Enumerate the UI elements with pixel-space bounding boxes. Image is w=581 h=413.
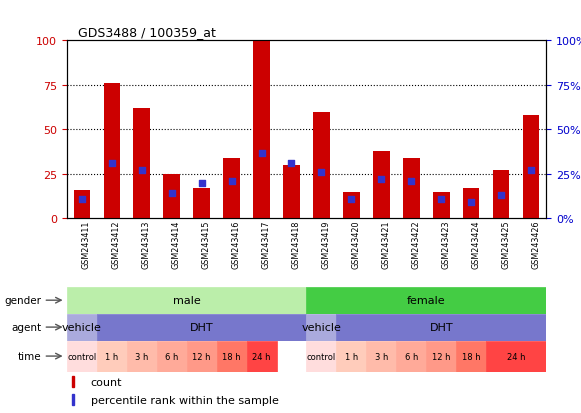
- Bar: [74, 190, 90, 219]
- Text: time: time: [18, 351, 41, 361]
- Text: GSM243421: GSM243421: [381, 220, 390, 268]
- Bar: [253, 41, 270, 219]
- Bar: [67, 314, 97, 341]
- Bar: [284, 166, 300, 219]
- Text: GSM243419: GSM243419: [321, 220, 331, 268]
- Bar: [134, 109, 150, 219]
- Point: [347, 196, 356, 203]
- Text: 24 h: 24 h: [252, 352, 271, 361]
- Bar: [336, 314, 546, 341]
- Bar: [523, 116, 539, 219]
- Text: 6 h: 6 h: [165, 352, 178, 361]
- Bar: [433, 192, 450, 219]
- Point: [107, 161, 116, 167]
- Text: GDS3488 / 100359_at: GDS3488 / 100359_at: [78, 26, 216, 39]
- Text: male: male: [173, 295, 200, 306]
- Text: 6 h: 6 h: [404, 352, 418, 361]
- Text: GSM243412: GSM243412: [112, 220, 121, 268]
- Text: gender: gender: [5, 295, 41, 306]
- Text: 24 h: 24 h: [507, 352, 525, 361]
- Bar: [313, 112, 329, 219]
- Text: GSM243425: GSM243425: [501, 220, 510, 269]
- Bar: [367, 341, 396, 372]
- Bar: [343, 192, 360, 219]
- Bar: [373, 152, 390, 219]
- Text: 18 h: 18 h: [223, 352, 241, 361]
- Bar: [163, 174, 180, 219]
- Text: count: count: [91, 377, 122, 387]
- Text: GSM243411: GSM243411: [82, 220, 91, 268]
- Text: GSM243424: GSM243424: [471, 220, 480, 268]
- Text: GSM243422: GSM243422: [411, 220, 420, 269]
- Bar: [456, 341, 486, 372]
- Text: female: female: [407, 295, 446, 306]
- Bar: [217, 341, 246, 372]
- Text: GSM243417: GSM243417: [261, 220, 271, 268]
- Bar: [426, 341, 456, 372]
- Point: [137, 168, 146, 174]
- Bar: [97, 314, 307, 341]
- Bar: [307, 341, 336, 372]
- Bar: [403, 159, 419, 219]
- Bar: [223, 159, 240, 219]
- Text: 1 h: 1 h: [105, 352, 119, 361]
- Text: GSM243414: GSM243414: [171, 220, 181, 268]
- Text: vehicle: vehicle: [302, 322, 342, 332]
- Text: 12 h: 12 h: [192, 352, 211, 361]
- Bar: [67, 287, 307, 314]
- Bar: [97, 341, 127, 372]
- Text: GSM243420: GSM243420: [352, 220, 360, 268]
- Point: [77, 196, 87, 203]
- Text: control: control: [307, 352, 336, 361]
- Point: [167, 191, 176, 197]
- Text: 18 h: 18 h: [462, 352, 480, 361]
- Point: [407, 178, 416, 185]
- Text: 12 h: 12 h: [432, 352, 450, 361]
- Point: [317, 169, 326, 176]
- Text: GSM243415: GSM243415: [202, 220, 211, 268]
- Point: [227, 178, 236, 185]
- Text: DHT: DHT: [190, 322, 213, 332]
- Point: [467, 199, 476, 206]
- Bar: [246, 341, 277, 372]
- Bar: [187, 341, 217, 372]
- Point: [257, 150, 266, 157]
- Bar: [127, 341, 157, 372]
- Bar: [336, 341, 367, 372]
- Bar: [71, 394, 74, 405]
- Text: DHT: DHT: [429, 322, 453, 332]
- Bar: [71, 376, 74, 387]
- Point: [197, 180, 206, 187]
- Bar: [103, 84, 120, 219]
- Text: GSM243423: GSM243423: [442, 220, 450, 268]
- Bar: [307, 314, 336, 341]
- Bar: [157, 341, 187, 372]
- Bar: [307, 287, 546, 314]
- Text: agent: agent: [11, 322, 41, 332]
- Text: percentile rank within the sample: percentile rank within the sample: [91, 394, 279, 405]
- Bar: [493, 171, 510, 219]
- Point: [287, 161, 296, 167]
- Text: GSM243418: GSM243418: [292, 220, 300, 268]
- Point: [376, 176, 386, 183]
- Point: [497, 192, 506, 199]
- Text: control: control: [67, 352, 96, 361]
- Text: GSM243413: GSM243413: [142, 220, 150, 268]
- Point: [526, 168, 536, 174]
- Bar: [193, 189, 210, 219]
- Bar: [67, 341, 97, 372]
- Text: 1 h: 1 h: [345, 352, 358, 361]
- Text: 3 h: 3 h: [135, 352, 148, 361]
- Bar: [486, 341, 546, 372]
- Text: GSM243426: GSM243426: [531, 220, 540, 268]
- Bar: [463, 189, 479, 219]
- Point: [437, 196, 446, 203]
- Text: GSM243416: GSM243416: [232, 220, 241, 268]
- Text: vehicle: vehicle: [62, 322, 102, 332]
- Text: 3 h: 3 h: [375, 352, 388, 361]
- Bar: [396, 341, 426, 372]
